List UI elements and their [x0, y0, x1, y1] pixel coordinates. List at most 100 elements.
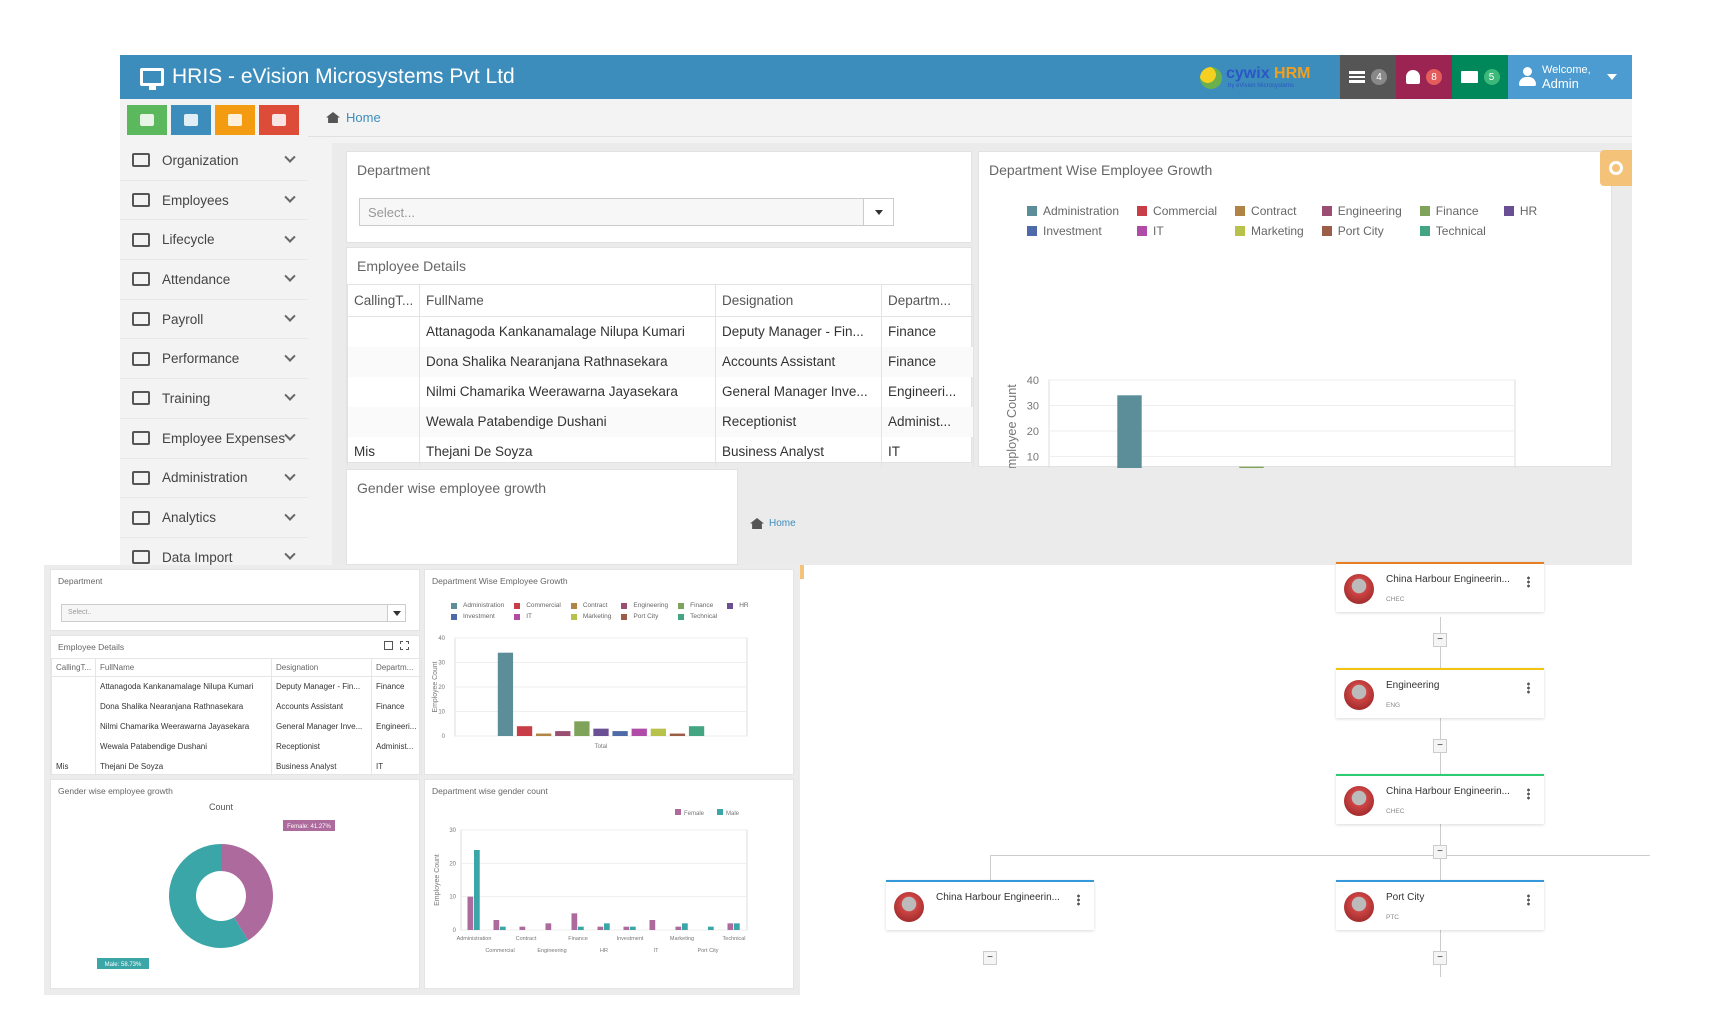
- more-vertical-icon[interactable]: [1527, 894, 1530, 906]
- column-header[interactable]: Designation: [271, 658, 372, 677]
- legend-item[interactable]: Commercial: [1137, 204, 1217, 218]
- department-select-small[interactable]: Select..: [61, 604, 406, 622]
- org-node[interactable]: Engineering ENG: [1336, 668, 1544, 718]
- table-row[interactable]: Mis Thejani De Soyza Business Analyst IT: [347, 436, 974, 467]
- table-row[interactable]: Nilmi Chamarika Weerawarna Jayasekara Gen…: [51, 716, 422, 737]
- column-header[interactable]: Designation: [715, 284, 882, 317]
- quick-link-charts[interactable]: [171, 105, 211, 135]
- export-icon[interactable]: [384, 641, 393, 650]
- table-header-row: CallingT... FullName Designation Departm…: [347, 284, 974, 317]
- legend-item[interactable]: Commercial: [514, 602, 561, 609]
- more-vertical-icon[interactable]: [1527, 576, 1530, 588]
- users-icon: [228, 114, 242, 126]
- legend-item[interactable]: IT: [514, 613, 561, 620]
- more-vertical-icon[interactable]: [1077, 894, 1080, 906]
- column-header[interactable]: Departm...: [371, 658, 422, 677]
- table-row[interactable]: Attanagoda Kankanamalage Nilupa Kumari De…: [347, 316, 974, 347]
- legend-item[interactable]: Engineering: [1321, 204, 1402, 218]
- table-row[interactable]: Dona Shalika Nearanjana Rathnasekara Acco…: [347, 346, 974, 377]
- column-header[interactable]: Departm...: [881, 284, 974, 317]
- legend-item[interactable]: IT: [1137, 224, 1217, 238]
- employee-table: CallingT... FullName Designation Departm…: [347, 284, 974, 467]
- pie-title: Count: [209, 802, 234, 812]
- sidebar-item-performance[interactable]: Performance: [120, 339, 308, 380]
- table-row[interactable]: Nilmi Chamarika Weerawarna Jayasekara Gen…: [347, 376, 974, 407]
- legend-item[interactable]: Investment: [1027, 224, 1119, 238]
- department-select[interactable]: Select...: [359, 198, 894, 226]
- legend-label: Commercial: [526, 602, 561, 609]
- table-row[interactable]: Wewala Patabendige Dushani Receptionist Ad…: [51, 736, 422, 757]
- sidebar-item-payroll[interactable]: Payroll: [120, 299, 308, 340]
- table-row[interactable]: Wewala Patabendige Dushani Receptionist Ad…: [347, 406, 974, 437]
- column-header[interactable]: FullName: [419, 284, 716, 317]
- tasks-button[interactable]: 4: [1340, 55, 1396, 99]
- column-header[interactable]: CallingT...: [51, 658, 96, 677]
- table-row[interactable]: Attanagoda Kankanamalage Nilupa Kumari De…: [51, 676, 422, 697]
- sidebar-item-organization[interactable]: Organization: [120, 141, 308, 181]
- org-node[interactable]: Port City PTC: [1336, 880, 1544, 930]
- org-node[interactable]: China Harbour Engineerin... CHEC: [1336, 774, 1544, 824]
- org-collapse-toggle[interactable]: −: [1433, 951, 1447, 965]
- org-collapse-toggle[interactable]: −: [1433, 845, 1447, 859]
- column-header[interactable]: FullName: [95, 658, 272, 677]
- legend-item[interactable]: Technical: [1419, 224, 1486, 238]
- fullscreen-icon[interactable]: [400, 641, 409, 650]
- org-node[interactable]: China Harbour Engineerin...: [886, 880, 1094, 930]
- legend-item[interactable]: HR: [727, 602, 749, 609]
- table-cell: Dona Shalika Nearanjana Rathnasekara: [419, 346, 716, 377]
- sidebar-item-analytics[interactable]: Analytics: [120, 498, 308, 538]
- sidebar-item-administration[interactable]: Administration: [120, 458, 308, 499]
- table-row[interactable]: Dona Shalika Nearanjana Rathnasekara Acco…: [51, 696, 422, 717]
- legend-item[interactable]: Contract: [570, 602, 612, 609]
- pie-data-label: Female: 41.27%: [287, 824, 331, 830]
- org-collapse-toggle[interactable]: −: [1433, 739, 1447, 753]
- legend-item[interactable]: Marketing: [1235, 224, 1304, 238]
- legend-item[interactable]: Contract: [1235, 204, 1304, 218]
- quick-link-people[interactable]: [215, 105, 255, 135]
- org-collapse-toggle[interactable]: −: [1433, 633, 1447, 647]
- legend-item[interactable]: Administration: [451, 602, 504, 609]
- home-icon: [750, 518, 764, 529]
- legend-item[interactable]: Finance: [1419, 204, 1486, 218]
- breadcrumb-home-link[interactable]: Home: [346, 110, 381, 125]
- legend-item[interactable]: Engineering: [621, 602, 668, 609]
- org-node[interactable]: China Harbour Engineerin... CHEC: [1336, 562, 1544, 612]
- column-header[interactable]: CallingT...: [347, 284, 420, 317]
- app-title[interactable]: HRIS - eVision Microsystems Pvt Ltd: [140, 65, 515, 90]
- legend-swatch: [514, 613, 521, 620]
- sidebar-item-lifecycle[interactable]: Lifecycle: [120, 220, 308, 261]
- quick-link-org[interactable]: [259, 105, 299, 135]
- legend-item[interactable]: HR: [1503, 204, 1537, 218]
- settings-toggle-button[interactable]: [1600, 150, 1632, 186]
- main-window: HRIS - eVision Microsystems Pvt Ltd cywi…: [120, 55, 1632, 578]
- legend-item[interactable]: Finance: [678, 602, 717, 609]
- sidebar-item-employees[interactable]: Employees: [120, 180, 308, 221]
- quick-link-documents[interactable]: [127, 105, 167, 135]
- legend-item[interactable]: Port City: [1321, 224, 1402, 238]
- dropdown-toggle[interactable]: [387, 605, 405, 621]
- legend-item[interactable]: Administration: [1027, 204, 1119, 218]
- sidebar-item-attendance[interactable]: Attendance: [120, 260, 308, 300]
- notifications-button[interactable]: 8: [1396, 55, 1452, 99]
- legend-label: Female: [684, 811, 705, 817]
- legend-item[interactable]: Investment: [451, 613, 504, 620]
- table-cell: Accounts Assistant: [271, 696, 372, 717]
- legend-item[interactable]: Technical: [678, 613, 717, 620]
- user-menu-button[interactable]: Welcome, Admin: [1508, 55, 1632, 99]
- org-breadcrumb-home-link[interactable]: Home: [769, 518, 796, 529]
- sidebar-item-employee-expenses[interactable]: Employee Expenses: [120, 418, 308, 459]
- more-vertical-icon[interactable]: [1527, 788, 1530, 800]
- org-collapse-toggle[interactable]: −: [983, 951, 997, 965]
- building-icon: [1344, 892, 1374, 922]
- caret-down-icon: [1606, 74, 1617, 80]
- more-vertical-icon[interactable]: [1527, 682, 1530, 694]
- legend-item[interactable]: Marketing: [570, 613, 611, 620]
- legend-item[interactable]: Port City: [621, 613, 668, 620]
- messages-button[interactable]: 5: [1452, 55, 1508, 99]
- bar-engineering: [555, 731, 571, 736]
- table-row[interactable]: Mis Thejani De Soyza Business Analyst IT: [51, 756, 422, 777]
- sidebar-item-training[interactable]: Training: [120, 379, 308, 419]
- settings-toggle-edge[interactable]: [800, 565, 804, 579]
- dropdown-toggle[interactable]: [863, 199, 893, 225]
- bar-male: [500, 926, 506, 930]
